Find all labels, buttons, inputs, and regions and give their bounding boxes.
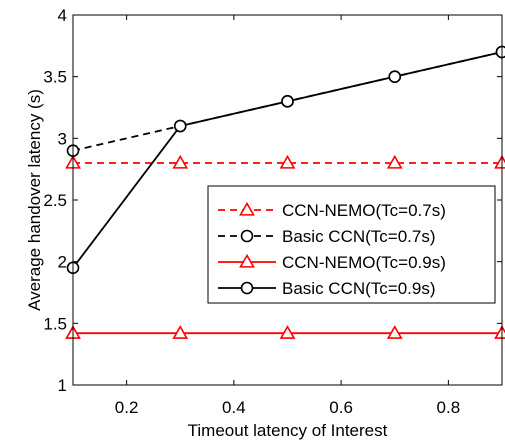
x-tick-label: 0.6	[329, 398, 353, 417]
y-axis-label: Average handover latency (s)	[25, 89, 44, 311]
legend-entry: Basic CCN(Tc=0.9s)	[218, 279, 436, 298]
x-tick-label: 0.8	[437, 398, 461, 417]
legend-label: Basic CCN(Tc=0.9s)	[282, 279, 436, 298]
data-point	[279, 154, 296, 169]
legend-box	[207, 185, 496, 304]
x-tick-label: 0.4	[222, 398, 246, 417]
data-point	[495, 45, 505, 59]
legend-marker	[240, 281, 254, 295]
data-point	[173, 119, 187, 133]
data-point	[388, 70, 402, 83]
data-point	[386, 325, 403, 339]
legend-marker	[240, 229, 254, 243]
data-point	[279, 325, 296, 339]
y-tick-label: 2.5	[43, 191, 67, 210]
data-point	[386, 154, 403, 169]
y-tick-label: 4	[58, 6, 67, 25]
y-tick-label: 3.5	[43, 68, 67, 87]
y-tick-label: 1	[58, 376, 67, 395]
legend: CCN-NEMO(Tc=0.7s) Basic CCN(Tc=0.7s) CCN-N…	[207, 185, 496, 304]
axis-layer: 0.2 0.4 0.6 0.8 1 1.5 2 2.5 3 3.5 4	[43, 6, 502, 417]
legend-entry: CCN-NEMO(Tc=0.9s)	[218, 253, 446, 272]
legend-marker	[239, 253, 255, 268]
data-point	[281, 95, 294, 108]
y-tick-label: 1.5	[43, 314, 67, 333]
series-3	[65, 325, 505, 339]
x-tick-label: 0.2	[115, 398, 139, 417]
legend-label: CCN-NEMO(Tc=0.9s)	[282, 253, 446, 272]
data-point	[172, 325, 189, 339]
legend-entry: Basic CCN(Tc=0.7s)	[218, 227, 436, 246]
legend-marker	[239, 201, 255, 216]
legend-label: Basic CCN(Tc=0.7s)	[282, 227, 436, 246]
legend-label: CCN-NEMO(Tc=0.7s)	[282, 201, 446, 220]
y-tick-label: 3	[58, 129, 67, 148]
x-axis-label: Timeout latency of Interest	[188, 421, 388, 440]
legend-entry: CCN-NEMO(Tc=0.7s)	[218, 201, 446, 220]
y-tick-label: 2	[58, 253, 67, 272]
data-point	[172, 154, 189, 169]
series-layer	[65, 45, 505, 339]
legend-entries: CCN-NEMO(Tc=0.7s) Basic CCN(Tc=0.7s) CCN-N…	[218, 201, 446, 298]
